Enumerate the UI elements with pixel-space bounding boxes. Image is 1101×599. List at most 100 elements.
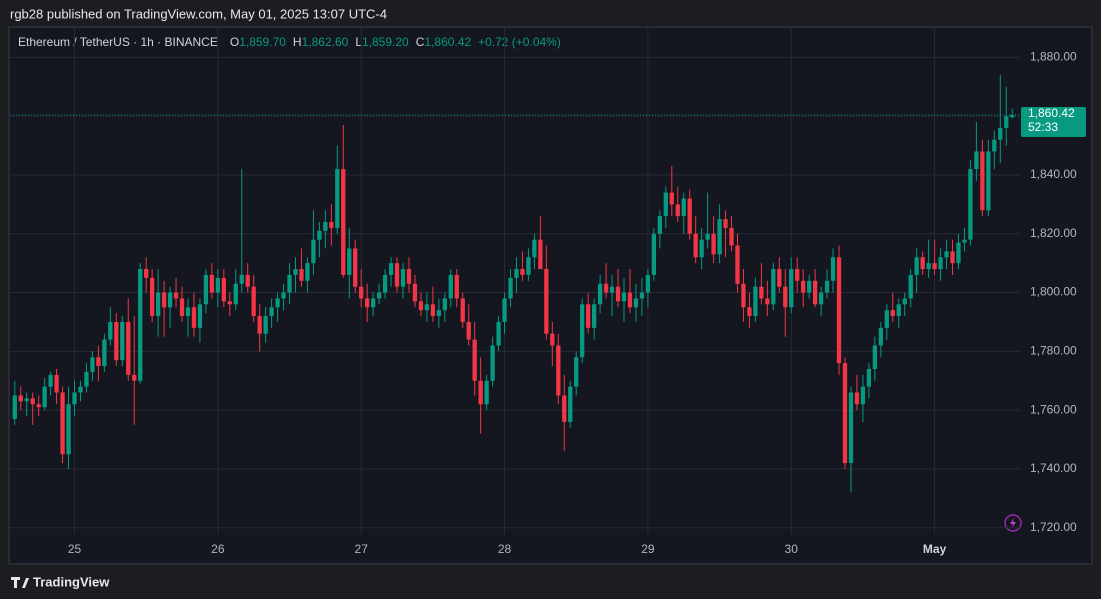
candle-body xyxy=(824,280,830,293)
candle-body xyxy=(114,321,119,361)
candle-body xyxy=(460,298,465,322)
candle-body xyxy=(514,269,519,278)
candle-body xyxy=(388,263,394,275)
candle-body xyxy=(848,392,854,464)
y-tick-label: 1,720.00 xyxy=(1030,520,1077,534)
candle-body xyxy=(878,327,883,346)
ohlc-value: 1,860.42 xyxy=(424,35,471,49)
candle-body xyxy=(591,304,597,328)
candle-body xyxy=(735,245,740,284)
published-note: rgb28 published on TradingView.com, May … xyxy=(10,6,387,21)
candle-body xyxy=(956,242,961,264)
last-price-label: 1,860.42 xyxy=(1028,106,1075,120)
candle-body xyxy=(12,395,17,419)
candle-body xyxy=(711,233,716,255)
countdown-label: 52:33 xyxy=(1028,120,1058,134)
candle-body xyxy=(597,283,603,305)
y-tick-label: 1,840.00 xyxy=(1030,167,1077,181)
candle-body xyxy=(370,298,376,308)
candle-body xyxy=(532,239,537,258)
candle-body xyxy=(382,274,388,293)
candle-body xyxy=(801,280,806,293)
candle-body xyxy=(986,151,991,211)
candle-body xyxy=(90,357,95,372)
candle-body xyxy=(777,269,782,287)
candle-body xyxy=(729,227,734,246)
x-tick-label: May xyxy=(923,542,947,556)
candle-body xyxy=(185,307,191,317)
candle-body xyxy=(621,292,627,302)
ohlc-key: H xyxy=(293,35,302,49)
logo-icon xyxy=(11,577,29,588)
candle-body xyxy=(556,345,561,396)
candle-body xyxy=(580,304,585,358)
candle-body xyxy=(293,269,298,275)
candle-body xyxy=(908,274,913,299)
candle-body xyxy=(48,374,53,387)
candle-body xyxy=(394,263,400,287)
candle-body xyxy=(466,321,471,340)
candle-body xyxy=(155,292,161,317)
candle-body xyxy=(263,316,268,334)
candle-body xyxy=(663,192,668,217)
x-tick-label: 30 xyxy=(785,542,799,556)
candle-body xyxy=(932,263,937,270)
candle-body xyxy=(54,374,59,393)
candle-body xyxy=(842,363,848,464)
candle-body xyxy=(723,219,728,228)
candle-body xyxy=(335,169,340,228)
candle-body xyxy=(221,277,226,302)
candle-body xyxy=(359,286,364,299)
candle-body xyxy=(323,222,328,231)
candle-body xyxy=(830,257,836,281)
candle-body xyxy=(233,283,238,305)
candle-body xyxy=(484,380,489,405)
candle-body xyxy=(311,239,316,264)
candle-body xyxy=(508,277,513,299)
candle-body xyxy=(412,283,418,302)
candle-body xyxy=(896,304,901,317)
candle-body xyxy=(854,392,860,405)
candle-body xyxy=(759,286,764,299)
candle-body xyxy=(430,304,436,317)
x-tick-label: 29 xyxy=(641,542,655,556)
candle-body xyxy=(562,395,567,422)
y-tick-label: 1,800.00 xyxy=(1030,285,1077,299)
y-tick-label: 1,880.00 xyxy=(1030,50,1077,64)
candle-body xyxy=(203,274,209,305)
candle-body xyxy=(753,286,758,317)
candle-body xyxy=(365,298,370,308)
candle-body xyxy=(651,233,657,275)
candle-body xyxy=(239,274,244,284)
candle-body xyxy=(329,222,334,228)
candle-body xyxy=(890,310,895,317)
candle-body xyxy=(741,283,746,308)
alert-icon[interactable] xyxy=(1004,514,1022,532)
brand-name: TradingView xyxy=(33,574,110,589)
candle-body xyxy=(568,386,573,422)
candle-body xyxy=(287,274,292,293)
candle-body xyxy=(251,286,256,317)
ohlc-value: 1,862.60 xyxy=(302,35,349,49)
ohlc-value: 1,859.20 xyxy=(362,35,409,49)
candle-body xyxy=(609,286,615,293)
candle-body xyxy=(245,274,250,287)
candle-body xyxy=(138,269,143,381)
candle-body xyxy=(305,263,310,281)
candle-body xyxy=(36,404,41,408)
candle-body xyxy=(998,127,1003,140)
candle-body xyxy=(60,392,65,455)
candle-body xyxy=(836,257,842,364)
candle-body xyxy=(376,292,382,299)
candle-body xyxy=(765,298,770,305)
y-tick-label: 1,760.00 xyxy=(1030,402,1077,416)
candle-body xyxy=(424,304,430,311)
candle-body xyxy=(18,395,23,402)
candle-body xyxy=(866,368,872,387)
candle-body xyxy=(490,345,495,381)
price-change: +0.72 (+0.04%) xyxy=(478,35,561,49)
x-tick-label: 28 xyxy=(498,542,512,556)
candle-body xyxy=(872,345,878,369)
candle-body xyxy=(807,280,812,293)
